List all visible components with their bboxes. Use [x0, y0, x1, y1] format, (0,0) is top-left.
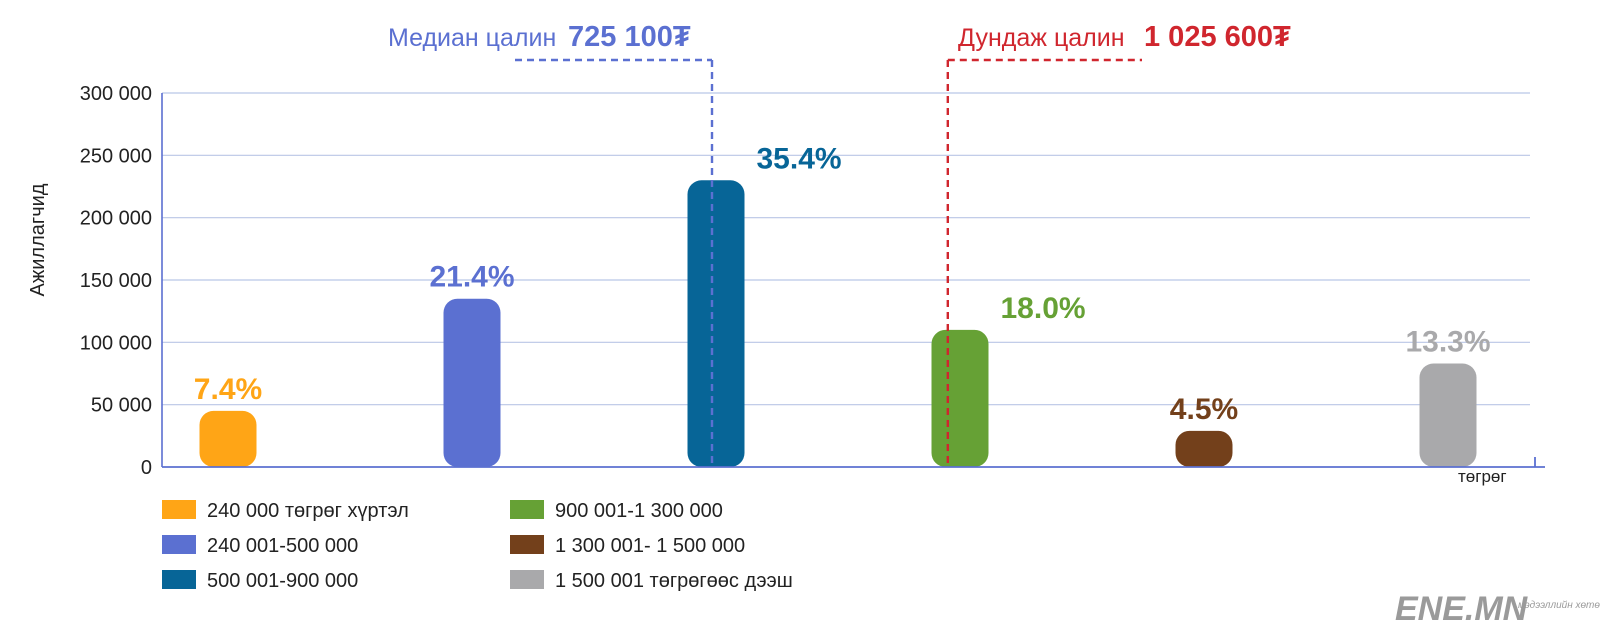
legend-swatch [162, 535, 196, 554]
legend-swatch [510, 500, 544, 519]
bar-percent-label: 4.5% [1170, 393, 1238, 426]
annotation-label: Дундаж цалин [958, 24, 1125, 52]
legend-label: 1 500 001 төгрөгөөс дээш [555, 570, 793, 592]
legend-label: 240 001-500 000 [207, 535, 358, 557]
legend: 240 000 төгрөг хүртэл 240 001-500 000 500 … [162, 500, 793, 592]
x-axis-unit: төгрөг [1458, 467, 1507, 486]
bar [687, 180, 745, 467]
y-tick-label: 250 000 [80, 145, 152, 167]
y-tick-label: 200 000 [80, 208, 152, 230]
bar-percent-label: 7.4% [194, 373, 262, 406]
percent-labels: 7.4% 21.4% 35.4% 18.0% 4.5% 13.3% [194, 142, 1491, 426]
legend-swatch [162, 570, 196, 589]
bar [931, 329, 989, 467]
y-tick-label: 300 000 [80, 83, 152, 105]
bar [443, 298, 501, 467]
y-tick-label: 50 000 [91, 395, 152, 417]
bar-percent-label: 21.4% [429, 261, 514, 294]
legend-label: 900 001-1 300 000 [555, 500, 723, 522]
legend-label: 1 300 001- 1 500 000 [555, 535, 745, 557]
annotation-value: 1 025 600₮ [1144, 21, 1291, 53]
bar [1175, 430, 1233, 467]
bar-percent-label: 13.3% [1405, 326, 1490, 359]
ene-logo: ENE.MN мэдээллийн хөтөч [1395, 590, 1600, 628]
y-tick-label: 150 000 [80, 270, 152, 292]
grid [162, 92, 1530, 406]
y-axis-label: Ажиллагчид [27, 183, 49, 296]
legend-swatch [510, 570, 544, 589]
bar-percent-label: 18.0% [1001, 292, 1086, 325]
annotation-value: 725 100₮ [568, 21, 691, 53]
axes [161, 93, 1545, 468]
legend-swatch [510, 535, 544, 554]
legend-label: 240 000 төгрөг хүртэл [207, 500, 409, 522]
logo-main-text: ENE.MN [1395, 590, 1529, 628]
annotations: Медиан цалин 725 100₮ Дундаж цалин 1 025 60… [388, 21, 1291, 467]
bars [199, 180, 1477, 467]
bar-percent-label: 35.4% [757, 142, 842, 175]
logo-sub-text: мэдээллийн хөтөч [1518, 600, 1600, 611]
bar [199, 410, 257, 467]
bar [1419, 363, 1477, 467]
legend-label: 500 001-900 000 [207, 570, 358, 592]
legend-swatch [162, 500, 196, 519]
y-axis-ticks: 0 50 000 100 000 150 000 200 000 250 000 300 0… [80, 83, 152, 479]
annotation-label: Медиан цалин [388, 24, 556, 52]
y-tick-label: 0 [141, 457, 152, 479]
y-tick-label: 100 000 [80, 332, 152, 354]
